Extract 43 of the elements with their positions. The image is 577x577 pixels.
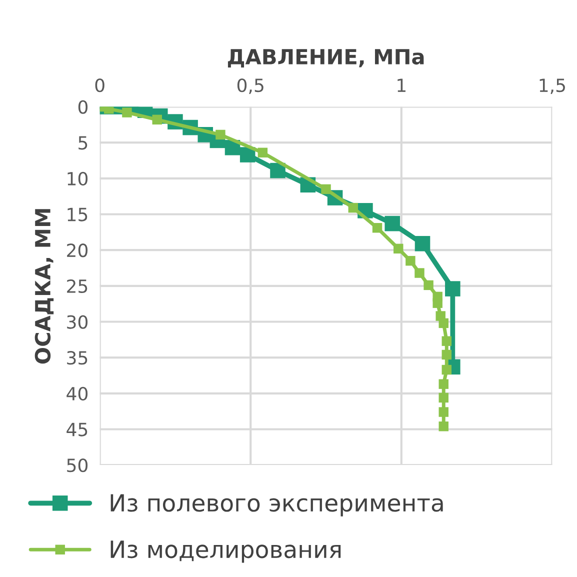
point — [438, 407, 448, 417]
point — [348, 202, 358, 213]
point — [122, 108, 132, 118]
point — [442, 336, 452, 346]
point — [406, 256, 416, 266]
point — [414, 268, 424, 278]
point — [438, 422, 448, 432]
point — [372, 222, 382, 233]
point — [445, 281, 460, 296]
x-tick-label: 0 — [95, 78, 104, 92]
x-tick-label: 1 — [398, 78, 406, 92]
point — [240, 147, 256, 162]
y-tick-label: 40 — [66, 386, 88, 401]
legend-label: Из моделирования — [110, 540, 341, 563]
y-tick-label: 5 — [78, 136, 88, 150]
y-tick-label: 35 — [67, 351, 88, 365]
y-tick-label: 20 — [67, 244, 88, 258]
point — [438, 379, 448, 389]
point — [270, 162, 286, 178]
x-tick-label: 1,5 — [540, 78, 565, 94]
y-tick-label: 30 — [67, 315, 88, 329]
point — [384, 216, 400, 232]
y-tick-label: 0 — [78, 100, 88, 114]
point — [321, 184, 331, 194]
point — [216, 130, 226, 140]
point — [442, 350, 452, 360]
y-tick-label: 25 — [67, 279, 88, 294]
y-axis-title: ОСАДКА, ММ — [34, 209, 54, 364]
point — [438, 318, 448, 328]
point — [442, 364, 452, 375]
point — [438, 392, 448, 403]
x-axis-title: ДАВЛЕНИЕ, МПа — [228, 49, 424, 68]
y-tick-label: 45 — [66, 422, 88, 436]
legend-label: Из полевого эксперимента — [110, 494, 443, 516]
point — [414, 236, 430, 252]
y-tick-label: 10 — [68, 172, 88, 186]
y-tick-label: 15 — [68, 208, 88, 222]
point — [258, 148, 268, 158]
y-tick-label: 50 — [67, 458, 88, 472]
point — [424, 280, 434, 290]
point — [394, 244, 404, 254]
point — [432, 298, 442, 308]
x-tick-label: 0,5 — [237, 78, 264, 94]
